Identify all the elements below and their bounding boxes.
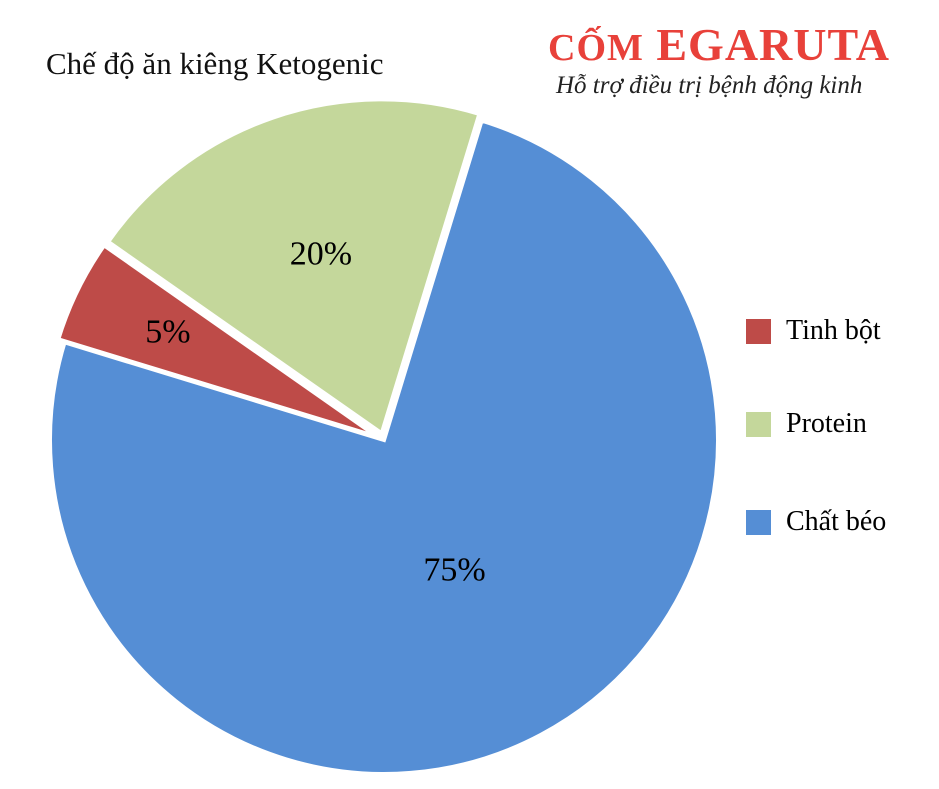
legend-swatch (746, 509, 771, 535)
brand-logo: CỐM EGARUTA (548, 18, 890, 71)
chart-title: Chế độ ăn kiêng Ketogenic (46, 46, 384, 81)
legend-swatch (746, 318, 771, 344)
legend-swatch (746, 411, 771, 437)
legend-item-chat-beo: Chất béo (746, 506, 886, 538)
legend-item-tinh-bot: Tinh bột (746, 315, 881, 347)
legend-item-protein: Protein (746, 408, 867, 440)
legend-label: Protein (786, 408, 867, 439)
data-label-1: 5% (145, 313, 190, 350)
legend-label: Chất béo (786, 506, 887, 537)
brand-prefix: CỐM (548, 27, 644, 69)
pie-slice-2 (105, 97, 482, 437)
pie-slice-3 (48, 118, 720, 776)
data-label-3: 75% (423, 552, 485, 589)
legend-label: Tinh bột (786, 315, 881, 346)
data-label-2: 20% (290, 236, 352, 273)
pie-slice-1 (55, 242, 379, 439)
brand-name: EGARUTA (656, 19, 890, 70)
brand-tagline: Hỗ trợ điều trị bệnh động kinh (556, 72, 863, 99)
